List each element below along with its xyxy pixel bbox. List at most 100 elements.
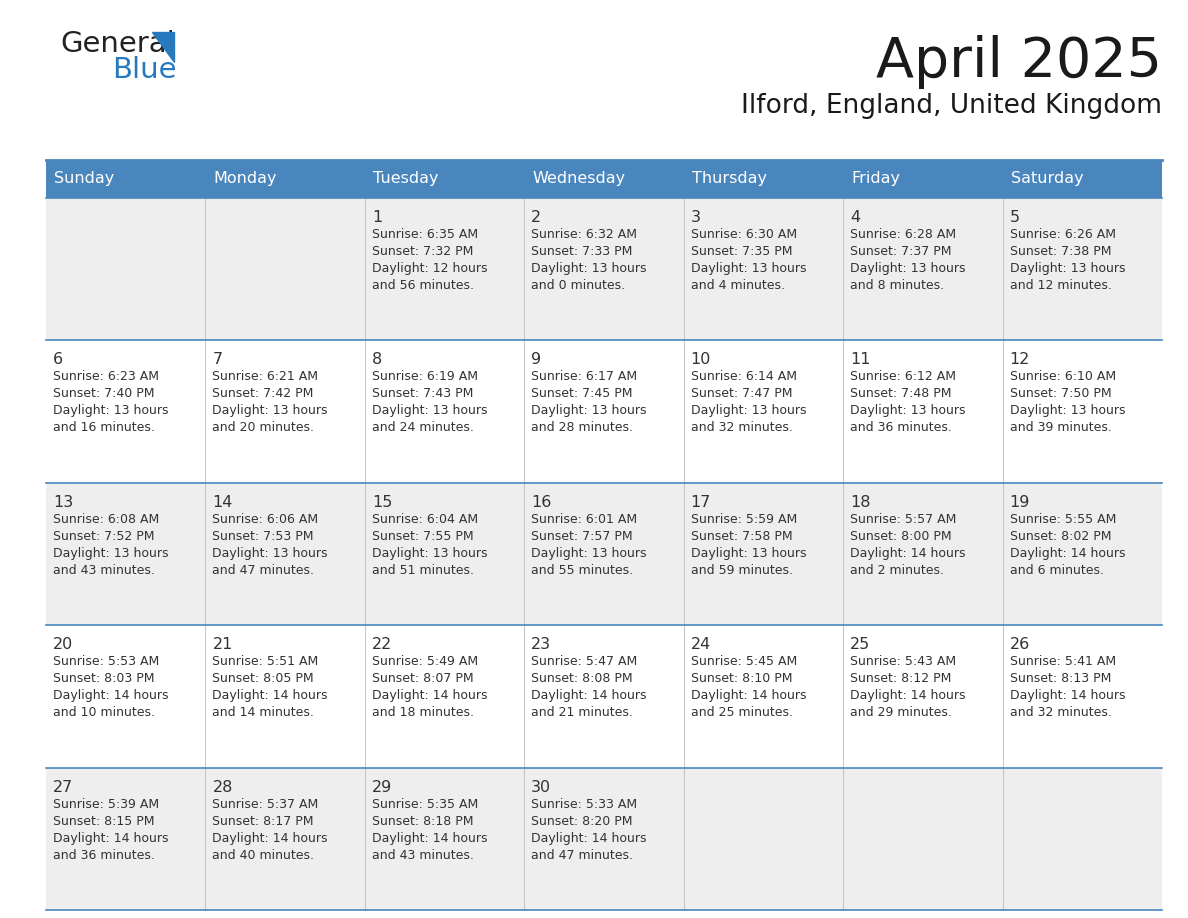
- Text: Daylight: 14 hours: Daylight: 14 hours: [1010, 689, 1125, 702]
- Text: Sunset: 8:00 PM: Sunset: 8:00 PM: [851, 530, 952, 543]
- Text: Sunrise: 6:30 AM: Sunrise: 6:30 AM: [690, 228, 797, 241]
- Text: Daylight: 14 hours: Daylight: 14 hours: [531, 832, 646, 845]
- Text: and 47 minutes.: and 47 minutes.: [213, 564, 315, 577]
- Text: Daylight: 13 hours: Daylight: 13 hours: [53, 547, 169, 560]
- Text: Daylight: 12 hours: Daylight: 12 hours: [372, 262, 487, 275]
- Text: and 32 minutes.: and 32 minutes.: [690, 421, 792, 434]
- Text: Sunrise: 6:26 AM: Sunrise: 6:26 AM: [1010, 228, 1116, 241]
- Text: 23: 23: [531, 637, 551, 652]
- Polygon shape: [152, 32, 173, 62]
- Text: Daylight: 13 hours: Daylight: 13 hours: [690, 262, 807, 275]
- Text: Sunset: 7:40 PM: Sunset: 7:40 PM: [53, 387, 154, 400]
- Text: Daylight: 13 hours: Daylight: 13 hours: [213, 405, 328, 418]
- Bar: [46, 198, 1162, 341]
- Text: General: General: [61, 30, 175, 58]
- Text: Sunset: 7:58 PM: Sunset: 7:58 PM: [690, 530, 792, 543]
- Text: Daylight: 14 hours: Daylight: 14 hours: [851, 547, 966, 560]
- Text: 5: 5: [1010, 210, 1019, 225]
- Text: Sunset: 8:15 PM: Sunset: 8:15 PM: [53, 814, 154, 828]
- Text: 11: 11: [851, 353, 871, 367]
- Text: and 55 minutes.: and 55 minutes.: [531, 564, 633, 577]
- Text: Daylight: 14 hours: Daylight: 14 hours: [851, 689, 966, 702]
- Text: Sunset: 7:35 PM: Sunset: 7:35 PM: [690, 245, 792, 258]
- Text: Daylight: 13 hours: Daylight: 13 hours: [372, 547, 487, 560]
- Text: 14: 14: [213, 495, 233, 509]
- Text: 12: 12: [1010, 353, 1030, 367]
- Text: Sunset: 7:50 PM: Sunset: 7:50 PM: [1010, 387, 1111, 400]
- Text: Daylight: 14 hours: Daylight: 14 hours: [1010, 547, 1125, 560]
- Text: Daylight: 13 hours: Daylight: 13 hours: [690, 547, 807, 560]
- Text: and 16 minutes.: and 16 minutes.: [53, 421, 154, 434]
- Text: Daylight: 14 hours: Daylight: 14 hours: [53, 689, 169, 702]
- Text: Sunrise: 5:53 AM: Sunrise: 5:53 AM: [53, 655, 159, 668]
- Text: and 43 minutes.: and 43 minutes.: [53, 564, 154, 577]
- Text: 24: 24: [690, 637, 710, 652]
- Text: Sunrise: 6:17 AM: Sunrise: 6:17 AM: [531, 370, 638, 384]
- Text: and 39 minutes.: and 39 minutes.: [1010, 421, 1112, 434]
- Text: Sunset: 7:38 PM: Sunset: 7:38 PM: [1010, 245, 1111, 258]
- Text: 7: 7: [213, 353, 222, 367]
- Text: Daylight: 13 hours: Daylight: 13 hours: [690, 405, 807, 418]
- Text: Sunset: 7:43 PM: Sunset: 7:43 PM: [372, 387, 473, 400]
- Text: Sunrise: 6:19 AM: Sunrise: 6:19 AM: [372, 370, 478, 384]
- Text: Sunset: 8:08 PM: Sunset: 8:08 PM: [531, 672, 633, 685]
- Text: Sunrise: 5:49 AM: Sunrise: 5:49 AM: [372, 655, 478, 668]
- Text: and 29 minutes.: and 29 minutes.: [851, 706, 952, 719]
- Text: Sunrise: 6:35 AM: Sunrise: 6:35 AM: [372, 228, 478, 241]
- Text: Daylight: 13 hours: Daylight: 13 hours: [531, 262, 646, 275]
- Text: Sunset: 7:32 PM: Sunset: 7:32 PM: [372, 245, 473, 258]
- Text: Daylight: 13 hours: Daylight: 13 hours: [53, 405, 169, 418]
- Text: and 0 minutes.: and 0 minutes.: [531, 279, 625, 292]
- Text: Sunrise: 6:32 AM: Sunrise: 6:32 AM: [531, 228, 637, 241]
- Text: 29: 29: [372, 779, 392, 795]
- Text: and 25 minutes.: and 25 minutes.: [690, 706, 792, 719]
- Text: Sunrise: 5:45 AM: Sunrise: 5:45 AM: [690, 655, 797, 668]
- Text: Ilford, England, United Kingdom: Ilford, England, United Kingdom: [741, 93, 1162, 119]
- Bar: [46, 483, 1162, 625]
- Text: 2: 2: [531, 210, 542, 225]
- Text: Sunset: 8:17 PM: Sunset: 8:17 PM: [213, 814, 314, 828]
- Text: Sunset: 8:13 PM: Sunset: 8:13 PM: [1010, 672, 1111, 685]
- Text: Thursday: Thursday: [691, 172, 766, 186]
- Text: 4: 4: [851, 210, 860, 225]
- Text: 1: 1: [372, 210, 383, 225]
- Text: 26: 26: [1010, 637, 1030, 652]
- Text: Sunset: 7:42 PM: Sunset: 7:42 PM: [213, 387, 314, 400]
- Text: Sunrise: 5:39 AM: Sunrise: 5:39 AM: [53, 798, 159, 811]
- Text: Daylight: 13 hours: Daylight: 13 hours: [1010, 405, 1125, 418]
- Text: Daylight: 14 hours: Daylight: 14 hours: [372, 689, 487, 702]
- Text: and 56 minutes.: and 56 minutes.: [372, 279, 474, 292]
- Text: and 12 minutes.: and 12 minutes.: [1010, 279, 1112, 292]
- Text: and 18 minutes.: and 18 minutes.: [372, 706, 474, 719]
- Text: 30: 30: [531, 779, 551, 795]
- Text: Wednesday: Wednesday: [532, 172, 625, 186]
- Text: 17: 17: [690, 495, 712, 509]
- Text: 16: 16: [531, 495, 551, 509]
- Text: Sunset: 8:03 PM: Sunset: 8:03 PM: [53, 672, 154, 685]
- Text: 20: 20: [53, 637, 74, 652]
- Text: Sunset: 8:18 PM: Sunset: 8:18 PM: [372, 814, 473, 828]
- Text: Blue: Blue: [112, 56, 177, 84]
- Text: 15: 15: [372, 495, 392, 509]
- Text: Monday: Monday: [214, 172, 277, 186]
- Text: Tuesday: Tuesday: [373, 172, 438, 186]
- Text: Daylight: 13 hours: Daylight: 13 hours: [851, 405, 966, 418]
- Text: and 47 minutes.: and 47 minutes.: [531, 848, 633, 862]
- Text: Daylight: 14 hours: Daylight: 14 hours: [372, 832, 487, 845]
- Text: Sunrise: 5:37 AM: Sunrise: 5:37 AM: [213, 798, 318, 811]
- Text: and 59 minutes.: and 59 minutes.: [690, 564, 792, 577]
- Text: Sunrise: 5:43 AM: Sunrise: 5:43 AM: [851, 655, 956, 668]
- Text: Sunrise: 6:01 AM: Sunrise: 6:01 AM: [531, 513, 638, 526]
- Bar: [46, 625, 1162, 767]
- Text: Sunset: 8:10 PM: Sunset: 8:10 PM: [690, 672, 792, 685]
- Text: 9: 9: [531, 353, 542, 367]
- Text: and 14 minutes.: and 14 minutes.: [213, 706, 315, 719]
- Text: Daylight: 13 hours: Daylight: 13 hours: [1010, 262, 1125, 275]
- Text: and 36 minutes.: and 36 minutes.: [53, 848, 154, 862]
- Text: and 51 minutes.: and 51 minutes.: [372, 564, 474, 577]
- Text: 18: 18: [851, 495, 871, 509]
- Text: Sunday: Sunday: [53, 172, 114, 186]
- Text: Sunrise: 6:06 AM: Sunrise: 6:06 AM: [213, 513, 318, 526]
- Text: Sunrise: 5:57 AM: Sunrise: 5:57 AM: [851, 513, 956, 526]
- Text: Sunrise: 5:35 AM: Sunrise: 5:35 AM: [372, 798, 478, 811]
